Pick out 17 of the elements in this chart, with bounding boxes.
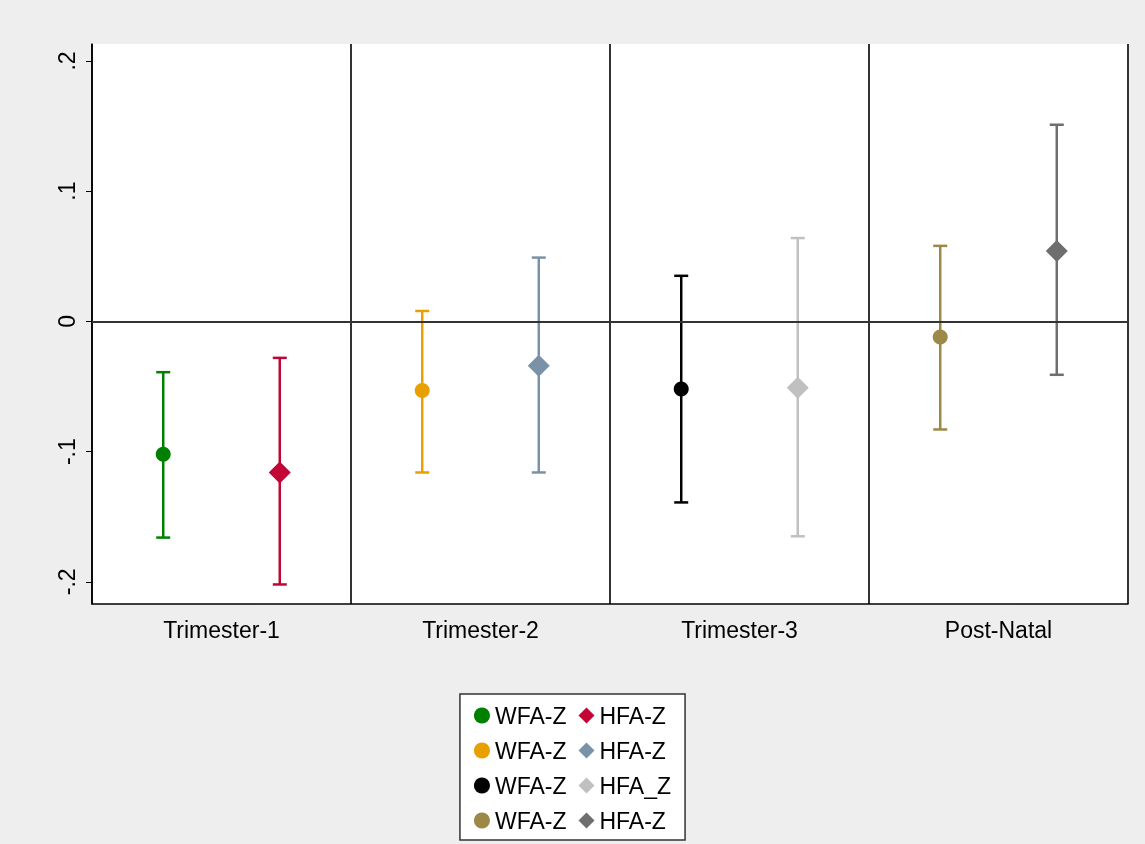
legend-label: WFA-Z [494, 807, 567, 834]
x-tick-label: Trimester-2 [422, 616, 539, 643]
y-tick-label: .2 [53, 51, 80, 71]
legend-label: HFA-Z [599, 807, 666, 834]
legend-label: WFA-Z [494, 702, 567, 729]
x-tick-label: Post-Natal [944, 616, 1053, 643]
y-tick-label: -.1 [53, 438, 80, 466]
legend-label: WFA-Z [494, 772, 567, 799]
legend-label: HFA-Z [599, 702, 666, 729]
legend-label: WFA-Z [494, 737, 567, 764]
x-tick-label: Trimester-3 [681, 616, 798, 643]
legend-label: HFA_Z [599, 772, 672, 799]
y-tick-label: -.2 [53, 568, 80, 596]
legend-label: HFA-Z [599, 737, 666, 764]
x-tick-label: Trimester-1 [163, 616, 280, 643]
y-tick-label: .1 [53, 181, 80, 201]
y-tick-label: 0 [53, 315, 80, 328]
